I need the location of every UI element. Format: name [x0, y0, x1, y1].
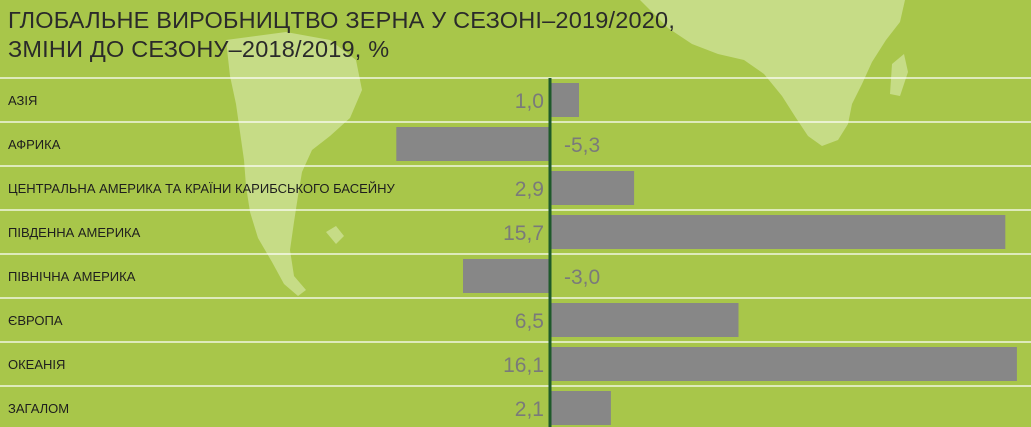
category-label: ЦЕНТРАЛЬНА АМЕРИКА ТА КРАЇНИ КАРИБСЬКОГО… [8, 181, 395, 196]
value-label: 2,1 [515, 398, 544, 421]
category-label: АЗІЯ [8, 93, 37, 108]
chart-title: ГЛОБАЛЬНЕ ВИРОБНИЦТВО ЗЕРНА У СЕЗОНІ–201… [8, 6, 675, 64]
bar [396, 127, 550, 161]
bar [550, 215, 1006, 249]
category-label: АФРИКА [8, 137, 61, 152]
value-label: -5,3 [564, 134, 600, 157]
value-label: 15,7 [503, 222, 544, 245]
south-america-shape [226, 32, 362, 296]
bar [550, 391, 611, 425]
category-label: ЄВРОПА [8, 313, 63, 328]
bar [550, 347, 1017, 381]
value-label: 6,5 [515, 310, 544, 333]
category-label: ПІВНІЧНА АМЕРИКА [8, 269, 136, 284]
island-shape [326, 226, 344, 244]
value-label: 16,1 [503, 354, 544, 377]
madagascar-shape [890, 54, 908, 96]
chart-title-line-2: ЗМІНИ ДО СЕЗОНУ–2018/2019, % [8, 36, 390, 62]
category-label: ОКЕАНІЯ [8, 357, 65, 372]
bar [463, 259, 550, 293]
chart-title-line-1: ГЛОБАЛЬНЕ ВИРОБНИЦТВО ЗЕРНА У СЕЗОНІ–201… [8, 7, 676, 33]
category-label: ЗАГАЛОМ [8, 401, 69, 416]
value-label: 1,0 [515, 90, 544, 113]
value-label: -3,0 [564, 266, 600, 289]
value-label: 2,9 [515, 178, 544, 201]
category-label: ПІВДЕННА АМЕРИКА [8, 225, 141, 240]
bar [550, 83, 579, 117]
bar [550, 171, 635, 205]
bar [550, 303, 739, 337]
africa-shape [640, 0, 905, 146]
